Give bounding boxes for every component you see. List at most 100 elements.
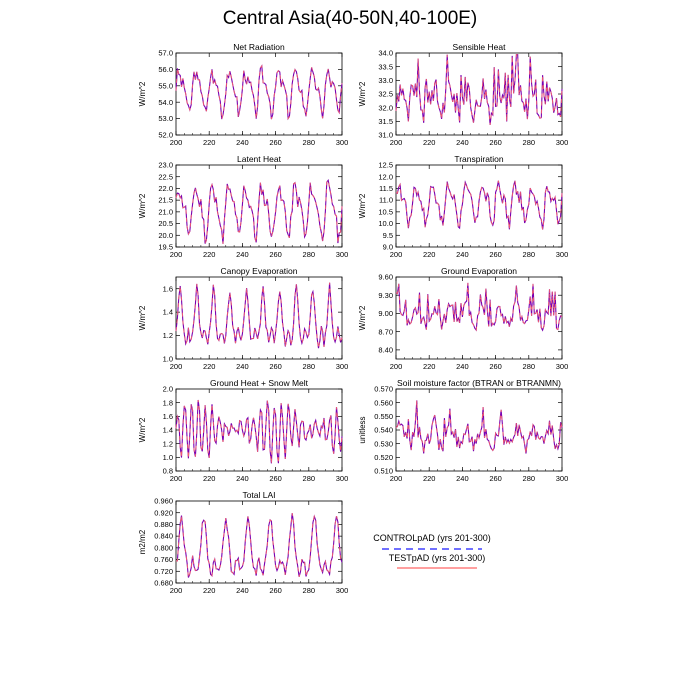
y-tick-label: 0.510 — [374, 467, 393, 476]
test-series-line — [175, 179, 343, 244]
y-tick-label: 0.960 — [154, 497, 173, 506]
panel-title: Ground Heat + Snow Melt — [210, 378, 309, 388]
panel-title: Transpiration — [454, 154, 504, 164]
panel: Total LAI 200 220 240 260 280 300 0.680 0.720 0.7… — [138, 490, 348, 595]
x-tick-label: 280 — [523, 474, 536, 483]
control-series-line — [175, 179, 343, 244]
legend: CONTROLpAD (yrs 201-300) TESTpAD (yrs 20… — [373, 533, 491, 569]
test-series-line — [175, 282, 343, 349]
x-tick-label: 260 — [269, 474, 282, 483]
y-tick-label: 0.520 — [374, 453, 393, 462]
x-tick-label: 220 — [423, 362, 436, 371]
x-tick-label: 280 — [303, 138, 316, 147]
y-tick-label: 56.0 — [158, 65, 173, 74]
control-series-line — [175, 64, 343, 121]
x-tick-label: 200 — [170, 250, 183, 259]
y-axis-label: W/m^2 — [358, 81, 367, 106]
x-tick-label: 240 — [456, 138, 469, 147]
x-tick-label: 220 — [423, 250, 436, 259]
y-tick-label: 0.680 — [154, 579, 173, 588]
y-tick-label: 21.5 — [158, 196, 173, 205]
panel-title: Ground Evaporation — [441, 266, 517, 276]
test-series-line — [395, 400, 563, 454]
x-tick-label: 260 — [489, 474, 502, 483]
y-tick-label: 22.5 — [158, 172, 173, 181]
y-tick-label: 0.920 — [154, 508, 173, 517]
y-tick-label: 31.5 — [378, 117, 393, 126]
y-tick-label: 33.0 — [378, 76, 393, 85]
y-tick-label: 34.0 — [378, 49, 393, 58]
panel: Ground Heat + Snow Melt 200 220 240 260 280 30… — [138, 378, 348, 483]
y-tick-label: 0.550 — [374, 412, 393, 421]
y-tick-label: 19.5 — [158, 243, 173, 252]
x-tick-label: 240 — [236, 362, 249, 371]
x-tick-label: 300 — [336, 138, 349, 147]
x-tick-label: 220 — [423, 474, 436, 483]
test-series-line — [395, 54, 563, 125]
x-tick-label: 200 — [390, 362, 403, 371]
y-tick-label: 1.6 — [163, 412, 173, 421]
x-tick-label: 280 — [523, 250, 536, 259]
y-tick-label: 1.2 — [163, 331, 173, 340]
y-tick-label: 0.540 — [374, 426, 393, 435]
x-tick-label: 220 — [203, 474, 216, 483]
x-tick-label: 200 — [170, 138, 183, 147]
y-tick-label: 55.0 — [158, 81, 173, 90]
x-tick-label: 260 — [269, 586, 282, 595]
y-tick-label: 0.8 — [163, 467, 173, 476]
x-tick-label: 300 — [336, 250, 349, 259]
y-tick-label: 57.0 — [158, 49, 173, 58]
y-tick-label: 8.70 — [378, 327, 393, 336]
x-tick-label: 220 — [203, 250, 216, 259]
y-tick-label: 1.4 — [163, 308, 173, 317]
panel: Transpiration 200 220 240 260 280 300 9.0 9.5 10.… — [358, 154, 568, 259]
y-tick-label: 32.5 — [378, 90, 393, 99]
x-tick-label: 260 — [489, 362, 502, 371]
y-axis-label: W/m^2 — [138, 417, 147, 442]
x-tick-label: 260 — [269, 138, 282, 147]
test-series-line — [175, 513, 343, 578]
panel: Soil moisture factor (BTRAN or BTRANMN) 2… — [358, 378, 568, 483]
x-tick-label: 220 — [203, 586, 216, 595]
panel: Sensible Heat 200 220 240 260 280 300 31.0 31.5 3… — [358, 42, 568, 147]
y-tick-label: 1.8 — [163, 398, 173, 407]
panel-title: Soil moisture factor (BTRAN or BTRANMN) — [397, 378, 561, 388]
y-tick-label: 0.560 — [374, 398, 393, 407]
control-series-line — [395, 282, 563, 332]
y-tick-label: 33.5 — [378, 62, 393, 71]
x-tick-label: 260 — [489, 138, 502, 147]
y-tick-label: 9.0 — [383, 243, 393, 252]
x-tick-label: 200 — [390, 138, 403, 147]
y-tick-label: 1.0 — [163, 453, 173, 462]
y-tick-label: 1.6 — [163, 284, 173, 293]
x-tick-label: 300 — [336, 586, 349, 595]
y-tick-label: 54.0 — [158, 98, 173, 107]
figure-title: Central Asia(40-50N,40-100E) — [222, 8, 478, 29]
x-tick-label: 200 — [170, 474, 183, 483]
panel-title: Canopy Evaporation — [220, 266, 297, 276]
x-tick-label: 260 — [269, 250, 282, 259]
y-tick-label: 0.760 — [154, 555, 173, 564]
y-tick-label: 22.0 — [158, 184, 173, 193]
legend-control-label: CONTROLpAD (yrs 201-300) — [373, 533, 491, 543]
control-series-line — [395, 400, 563, 454]
y-tick-label: 32.0 — [378, 103, 393, 112]
x-tick-label: 240 — [236, 138, 249, 147]
y-tick-label: 10.5 — [378, 207, 393, 216]
y-tick-label: 0.800 — [154, 543, 173, 552]
y-tick-label: 0.840 — [154, 532, 173, 541]
x-tick-label: 240 — [456, 250, 469, 259]
y-tick-label: 23.0 — [158, 161, 173, 170]
x-tick-label: 300 — [336, 362, 349, 371]
y-tick-label: 1.2 — [163, 439, 173, 448]
panel: Canopy Evaporation 200 220 240 260 280 300 1.0 1… — [138, 266, 348, 371]
x-tick-label: 200 — [390, 250, 403, 259]
x-tick-label: 260 — [269, 362, 282, 371]
x-tick-label: 300 — [556, 474, 569, 483]
x-tick-label: 240 — [456, 474, 469, 483]
y-tick-label: 21.0 — [158, 207, 173, 216]
y-axis-label: W/m^2 — [138, 193, 147, 218]
panel: Latent Heat 200 220 240 260 280 300 19.5 20.0 20.… — [138, 154, 348, 259]
y-axis-label: m2/m2 — [138, 529, 147, 554]
y-tick-label: 20.0 — [158, 231, 173, 240]
